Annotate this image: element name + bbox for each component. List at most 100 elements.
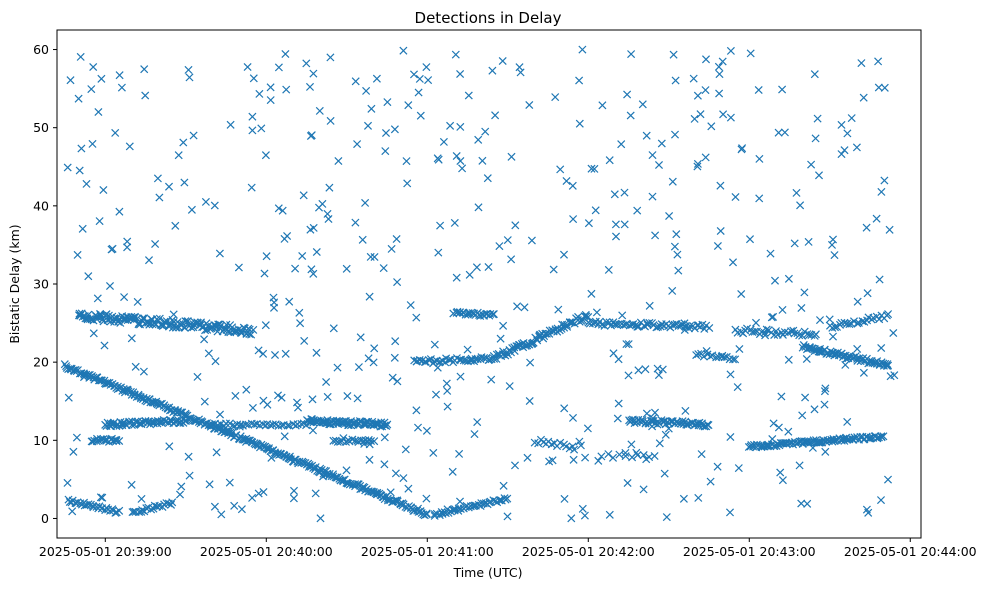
detection-marker [390,353,399,362]
detection-marker [120,293,129,302]
detection-marker [694,350,703,359]
detection-marker [228,428,237,437]
detection-marker [115,207,124,216]
detection-marker [204,349,213,358]
detection-marker [370,437,379,446]
detection-marker [880,83,889,92]
detection-marker [602,317,611,327]
detection-marker [351,77,360,86]
detection-marker [249,325,258,334]
detection-marker [464,91,473,100]
detection-marker [884,361,893,370]
detection-marker [360,439,369,448]
detection-marker [433,363,442,372]
detection-marker [99,185,108,195]
y-tick-label: 20 [33,355,49,370]
detection-marker [386,488,395,497]
detection-marker [307,265,316,274]
detection-marker [401,445,410,454]
detection-marker [692,351,701,360]
detection-marker [260,269,269,278]
detection-marker [859,93,868,102]
detection-marker [318,472,328,481]
detection-marker [185,471,194,480]
detection-marker [562,176,571,186]
detection-marker [726,432,735,442]
detection-marker [215,410,225,419]
detection-marker [510,346,519,356]
detection-marker [780,128,789,137]
detection-marker [701,55,711,64]
detection-marker [592,308,601,317]
detection-marker [96,493,105,502]
detection-marker [690,114,699,123]
detection-marker [140,65,149,74]
detection-marker [473,308,482,317]
detection-marker [876,496,886,505]
detection-marker [455,497,465,506]
detection-marker [582,312,591,321]
detection-marker [482,353,491,363]
detection-marker [784,274,793,283]
detection-marker [694,493,703,502]
detection-marker [144,256,154,265]
detection-marker [133,297,142,306]
detection-marker [774,423,783,432]
detection-marker [570,445,579,454]
detection-marker [660,469,669,478]
detection-marker [604,450,613,459]
detection-marker [312,348,321,357]
detection-marker [424,76,433,85]
detection-marker [306,131,315,141]
detection-marker [853,297,862,306]
detection-marker [784,355,793,364]
detection-marker [492,350,501,359]
detection-marker [885,225,894,234]
detection-marker [456,372,465,381]
detection-marker [412,313,421,322]
detection-marker [97,74,106,83]
detection-marker [620,220,629,229]
detection-marker [699,352,708,361]
detection-marker [141,91,150,100]
detection-marker [784,427,793,436]
detection-marker [668,177,677,186]
detection-marker [472,263,481,272]
detection-marker [169,310,178,319]
detection-marker [591,206,600,215]
detection-marker [391,337,400,346]
detection-marker [261,321,270,330]
detection-marker [719,110,728,119]
detection-marker [181,317,190,326]
detection-marker [214,320,223,329]
detection-marker [790,239,799,248]
detection-marker [84,500,93,509]
detection-marker [211,357,220,366]
detection-marker [311,489,320,498]
detection-marker [863,289,872,298]
detection-marker [840,318,849,327]
detection-marker [68,507,77,516]
detection-marker [560,404,569,413]
detection-marker [600,321,609,330]
detection-marker [302,59,311,68]
detection-marker [184,452,193,461]
detection-marker [877,187,886,196]
detection-marker [792,188,801,197]
detection-marker [142,504,151,513]
detection-marker [391,469,400,478]
detection-marker [285,297,294,306]
detection-marker [689,74,698,83]
detection-marker [369,358,378,367]
detection-marker [325,183,334,192]
detection-marker [701,86,710,95]
detection-marker [473,418,482,427]
detection-marker [643,320,652,329]
detection-marker [843,129,852,138]
x-tick-label: 2025-05-01 20:42:00 [522,544,655,559]
detection-marker [777,392,786,401]
detection-marker [560,494,569,503]
detection-marker [650,408,660,417]
detection-marker [671,76,680,85]
